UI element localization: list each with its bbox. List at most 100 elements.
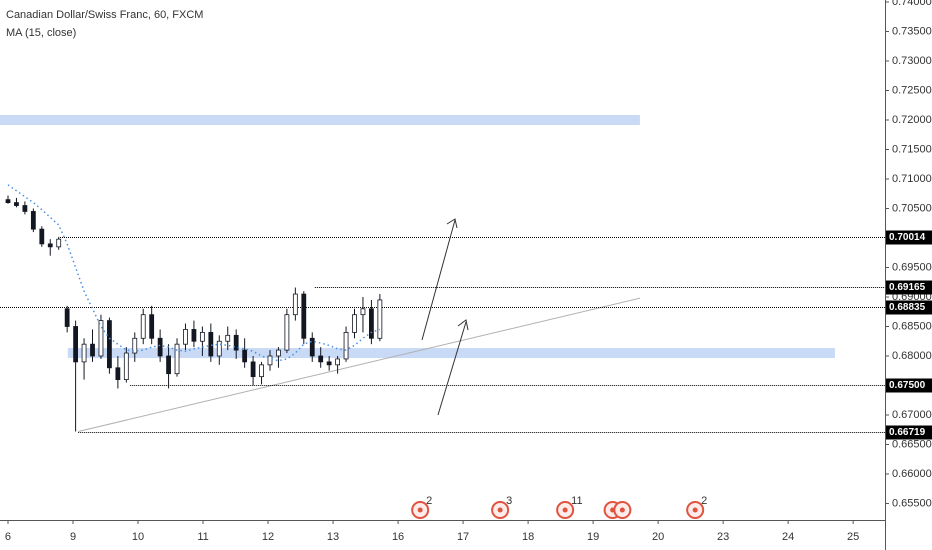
candle-body <box>284 314 290 351</box>
candle-body <box>292 293 298 316</box>
event-icon-dot <box>692 507 698 513</box>
x-tick-label: 6 <box>5 531 11 543</box>
arrow-head <box>457 319 469 331</box>
event-count: 2 <box>701 495 707 507</box>
candle-body <box>233 334 239 351</box>
zone <box>0 115 640 125</box>
candle-body <box>73 326 79 363</box>
candle-body <box>140 314 146 339</box>
candle-body <box>107 320 112 369</box>
candle-body <box>360 308 366 316</box>
y-tick-label: 0.71500 <box>892 143 932 155</box>
x-tick-label: 11 <box>197 531 208 543</box>
event-count: 11 <box>571 495 582 507</box>
candle-body <box>301 293 307 339</box>
zone <box>67 348 835 359</box>
y-tick-label: 0.66000 <box>892 468 932 480</box>
candle-body <box>149 314 155 339</box>
event-icon-dot <box>417 507 423 513</box>
y-tick-label: 0.66500 <box>892 438 932 450</box>
y-tick-label: 0.65500 <box>892 497 932 509</box>
level-tag <box>886 280 932 295</box>
x-tick-label: 25 <box>847 531 859 543</box>
x-tick-label: 19 <box>587 531 599 543</box>
candle-body <box>352 314 357 333</box>
x-tick-label: 16 <box>392 531 404 543</box>
y-tick-label: 0.74000 <box>892 0 932 8</box>
level-label: 0.68835 <box>889 302 926 313</box>
chart-title: Canadian Dollar/Swiss Franc, 60, FXCM <box>6 9 203 21</box>
drawn-arrows <box>421 218 469 416</box>
candle-body <box>90 343 95 357</box>
x-tick-label: 13 <box>327 531 339 543</box>
level-tag <box>886 230 932 245</box>
y-tick-label: 0.73000 <box>892 55 932 67</box>
candle-body <box>208 331 214 357</box>
candle-body <box>30 211 36 230</box>
event-icon-dot <box>562 507 568 513</box>
candle-body <box>343 331 349 360</box>
event-count: 2 <box>426 495 432 507</box>
arrow-head <box>446 218 458 229</box>
x-tick-label: 23 <box>717 531 729 543</box>
candle-body <box>335 358 341 366</box>
candle-body <box>115 367 121 380</box>
candle-body <box>81 343 87 363</box>
candle-body <box>64 308 70 327</box>
x-tick-label: 18 <box>522 531 534 543</box>
level-tag <box>886 425 932 440</box>
arrow <box>437 321 467 416</box>
indicator-label: MA (15, close) <box>6 27 76 39</box>
candle-body <box>377 299 383 339</box>
level-label: 0.69165 <box>889 282 926 293</box>
level-label: 0.70014 <box>889 232 926 243</box>
x-tick-label: 20 <box>652 531 664 543</box>
candle-body <box>14 202 19 206</box>
y-tick-label: 0.71000 <box>892 173 932 185</box>
candle-body <box>250 361 256 378</box>
candle-body <box>39 228 45 245</box>
candle-body <box>191 329 197 342</box>
candle-body <box>132 337 138 354</box>
x-tick-label: 10 <box>132 531 144 543</box>
candle-body <box>157 337 163 357</box>
event-icon-dot <box>497 507 503 513</box>
candle-body <box>276 349 281 357</box>
trendline <box>78 297 641 432</box>
x-tick-label: 24 <box>782 531 794 543</box>
y-tick-label: 0.69500 <box>892 261 932 273</box>
candle-body <box>326 361 332 366</box>
candle-body <box>183 329 188 345</box>
candle-body <box>98 320 104 357</box>
candle-body <box>318 355 324 363</box>
y-tick-label: 0.72000 <box>892 114 932 126</box>
candle-body <box>369 308 374 339</box>
level-tag <box>886 378 932 393</box>
event-count: 3 <box>506 495 512 507</box>
level-label: 0.67500 <box>889 380 926 391</box>
candle-body <box>123 352 129 380</box>
y-tick-label: 0.68500 <box>892 320 932 332</box>
event-icon-dot <box>619 507 625 513</box>
candle-body <box>56 238 62 248</box>
candle-body <box>199 331 205 342</box>
level-tag <box>886 300 932 315</box>
y-tick-label: 0.67000 <box>892 409 932 421</box>
x-tick-label: 12 <box>262 531 274 543</box>
x-tick-label: 9 <box>70 531 76 543</box>
candle-body <box>242 349 248 363</box>
plot-area <box>0 115 885 433</box>
candle-body <box>22 205 28 212</box>
y-tick-label: 0.73500 <box>892 25 932 37</box>
candle-body <box>225 334 231 342</box>
level-label: 0.66719 <box>889 427 926 438</box>
candle-body <box>267 355 273 366</box>
candle-body <box>309 337 315 357</box>
ma-line <box>7 184 381 362</box>
arrow <box>421 219 456 341</box>
candle-body <box>259 364 264 378</box>
y-tick-label: 0.68000 <box>892 350 932 362</box>
candle-body <box>174 343 180 375</box>
